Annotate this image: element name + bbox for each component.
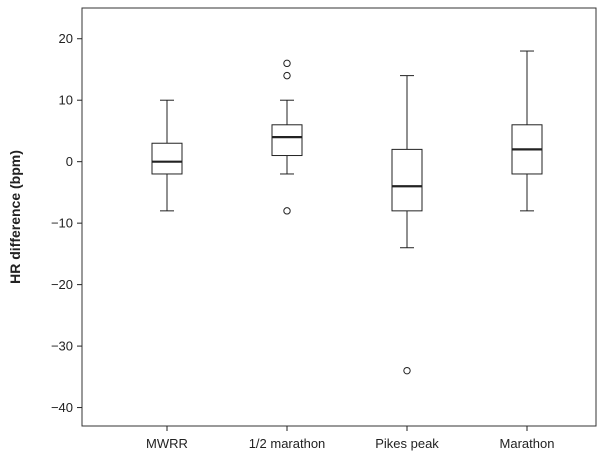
- x-axis: MWRR 1/2 marathon Pikes peak Marathon: [146, 426, 554, 451]
- outlier-point: [283, 59, 291, 68]
- box-group-1: [151, 99, 183, 212]
- y-tick-label: −10: [51, 216, 73, 231]
- x-tick-label: 1/2 marathon: [249, 436, 326, 451]
- box-group-4: [511, 50, 543, 212]
- box-iqr: [151, 142, 183, 175]
- y-tick-label: 10: [59, 93, 73, 108]
- x-tick-label: Pikes peak: [375, 436, 439, 451]
- y-tick-label: 20: [59, 31, 73, 46]
- plot-area: [81, 7, 597, 427]
- outlier-point: [283, 207, 291, 215]
- x-tick-label: MWRR: [146, 436, 188, 451]
- outlier-point: [403, 366, 411, 375]
- box-iqr: [391, 148, 423, 212]
- box-group-3: [391, 75, 423, 375]
- x-tick-label: Marathon: [500, 436, 555, 451]
- box-iqr: [271, 124, 303, 157]
- box-group-2: [271, 59, 303, 215]
- y-tick-label: −30: [51, 339, 73, 354]
- boxes: [151, 50, 543, 375]
- y-tick-label: −20: [51, 277, 73, 292]
- y-tick-label: −40: [51, 400, 73, 415]
- outlier-point: [283, 71, 291, 80]
- y-tick-label: 0: [66, 154, 73, 169]
- y-axis-title: HR difference (bpm): [7, 150, 23, 284]
- y-axis: 20 10 0 −10 −20 −30 −40: [51, 31, 82, 415]
